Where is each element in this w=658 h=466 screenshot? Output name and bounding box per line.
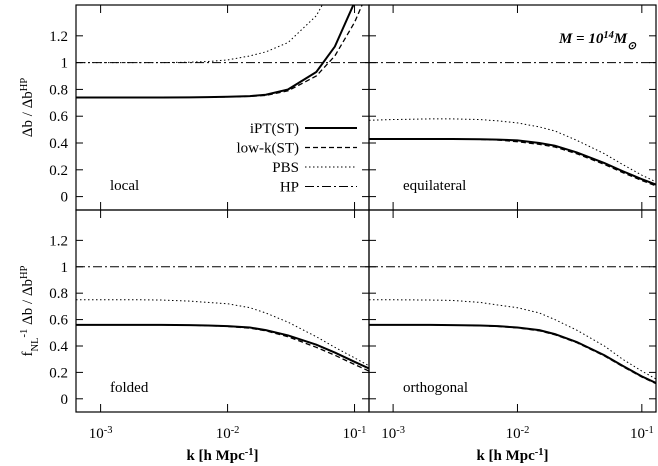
tick-base: 10 [381,426,396,442]
legend-label: low-k(ST) [237,141,300,157]
y-tick-label: 0.2 [49,365,68,381]
text-part: ⊙ [627,41,637,52]
y-tick-label: 0.4 [49,339,68,355]
panel-label: local [110,178,139,194]
y-tick-label: 0.2 [49,163,68,179]
panel-label: folded [110,380,149,396]
tick-base: 10 [89,426,104,442]
y-tick-label: 1 [61,260,69,276]
text-part: 14 [603,30,614,41]
series-line [369,324,656,385]
legend-label: PBS [272,160,299,176]
annotation: M = 1014M⊙ [558,30,637,52]
x-tick-label: 10-2 [216,425,240,443]
x-tick-label: 10-1 [343,425,367,443]
y-tick-label: 0.8 [49,286,68,302]
text-part: HP [19,78,30,92]
tick-base: 10 [506,426,521,442]
series-line [369,138,656,187]
tick-exponent: -1 [358,425,367,436]
tick-exponent: -2 [231,425,240,436]
panel-label: equilateral [403,178,466,194]
legend-label: HP [280,180,299,196]
y-axis-label: Δb / ΔbHP [19,78,37,138]
text-part: k [h Mpc [186,448,245,464]
series-line [369,118,656,183]
series-line [76,5,363,99]
y-tick-label: 0.6 [49,313,68,329]
y-axis-label: fNL-1 Δb / ΔbHP [19,265,41,356]
text-part: f [20,351,36,356]
tick-exponent: -2 [521,425,530,436]
panel-frame [368,209,657,413]
x-tick-label: 10-3 [89,425,113,443]
text-part: -1 [535,447,544,458]
series-line [76,324,369,372]
tick-base: 10 [216,426,231,442]
text-part: M = 10 [558,31,604,47]
x-tick-label: 10-2 [506,425,530,443]
series-line [76,5,323,64]
text-part: Δb / Δb [20,91,36,137]
tick-base: 10 [630,426,645,442]
text-part: ] [254,448,259,464]
text-part: k [h Mpc [476,448,535,464]
y-tick-label: 0 [61,190,69,206]
y-tick-label: 1 [61,56,69,72]
text-part: Δb / Δb [20,279,36,329]
text-part: NL [30,337,41,351]
x-axis-label: k [h Mpc-1] [476,447,548,465]
legend-label: iPT(ST) [250,121,299,137]
tick-base: 10 [343,426,358,442]
y-tick-label: 0.8 [49,82,68,98]
panel: 0 0.2 0.4 0.6 0.8 1 1.2 local iPT(ST) low-k(ST) PB… [19,4,370,211]
tick-exponent: -3 [396,425,405,436]
y-tick-label: 0.4 [49,136,68,152]
text-part: -1 [245,447,254,458]
tick-exponent: -1 [645,425,654,436]
panel: equilateral M = 1014M⊙ [368,4,657,211]
panel-label: orthogonal [403,380,468,396]
series-line [76,5,355,99]
tick-exponent: -3 [104,425,113,436]
x-tick-label: 10-3 [381,425,405,443]
series-line [76,323,369,370]
y-tick-label: 1.2 [49,233,68,249]
text-part: M [613,31,628,47]
series-line [369,299,656,380]
text-part: HP [19,265,30,279]
y-tick-label: 0 [61,392,69,408]
text-part: ] [544,448,549,464]
y-tick-label: 1.2 [49,29,68,45]
x-axis-label: k [h Mpc-1] [186,447,258,465]
x-tick-label: 10-1 [630,425,654,443]
series-line [76,299,369,367]
text-part: -1 [19,329,30,338]
y-tick-label: 0.6 [49,109,68,125]
series-line [369,323,656,384]
